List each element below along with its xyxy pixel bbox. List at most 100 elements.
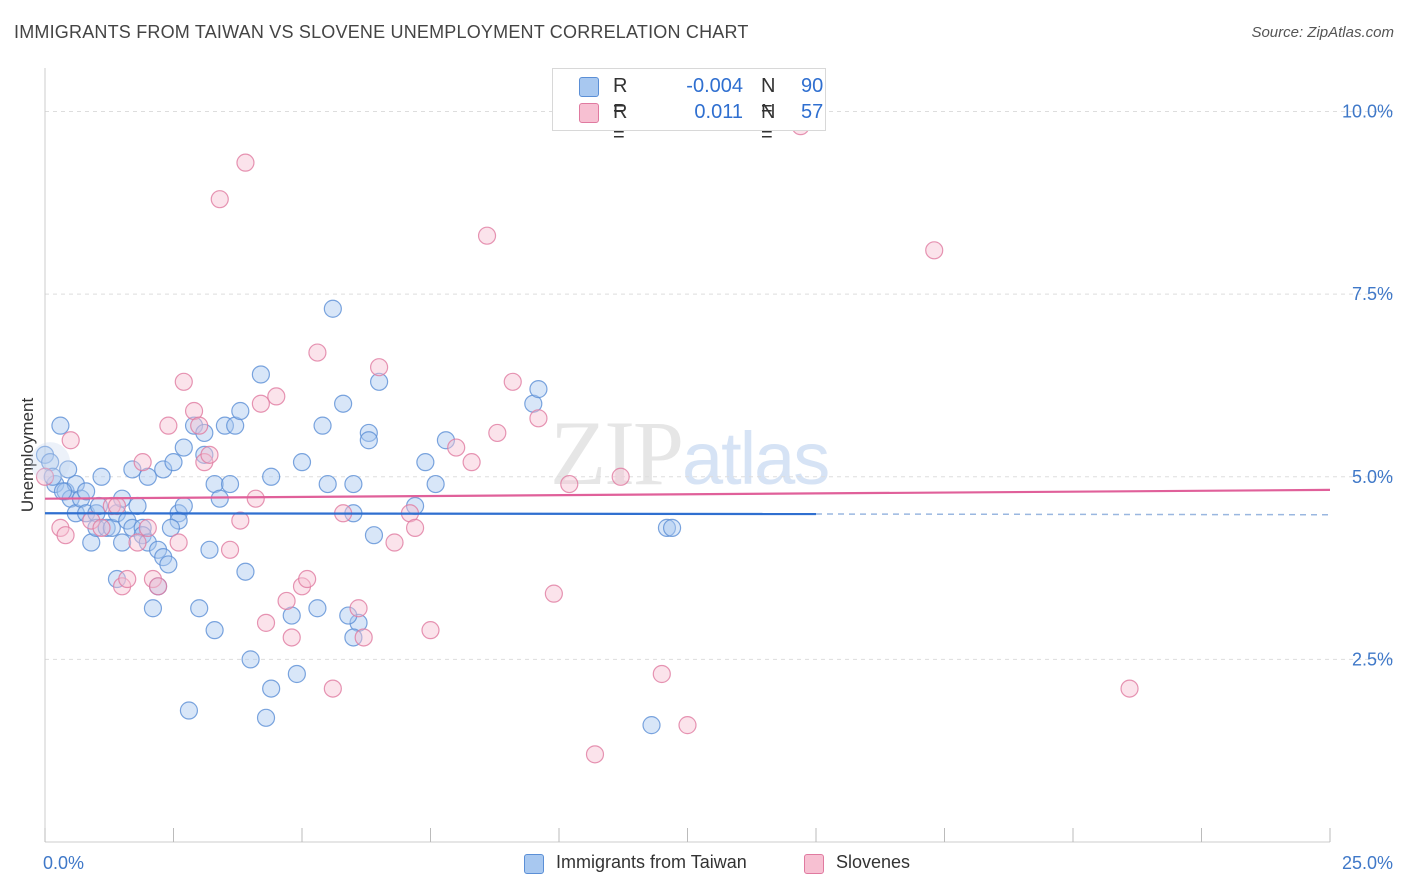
taiwan-point <box>174 496 193 516</box>
slovene-point <box>190 416 209 435</box>
legend-label-slovenes: Slovenes <box>836 852 911 872</box>
taiwan-point <box>359 423 378 443</box>
slovene-point <box>560 474 579 494</box>
slovene-point <box>107 496 127 516</box>
slovene-point <box>169 533 188 552</box>
legend-swatch-slovenes <box>804 854 824 874</box>
legend-r-value: 0.011 <box>694 101 743 123</box>
watermark-atlas: atlas <box>682 417 830 500</box>
slovene-point <box>256 613 276 632</box>
taiwan-point <box>262 467 281 486</box>
taiwan-point <box>662 518 682 537</box>
legend-n-label: N = <box>761 101 776 146</box>
taiwan-point <box>436 431 456 450</box>
taiwan-point <box>364 526 384 545</box>
correlation-legend: R = -0.004 N = 90 R = 0.011 N = 57 <box>552 68 826 146</box>
legend-label-taiwan: Immigrants from Taiwan <box>556 852 747 872</box>
taiwan-point <box>210 489 229 508</box>
legend-n-label: N = <box>761 75 776 120</box>
slovene-point <box>308 343 327 362</box>
taiwan-point <box>416 453 435 472</box>
slovene-point <box>354 628 373 647</box>
slovene-point <box>118 569 137 589</box>
taiwan-point <box>287 664 306 684</box>
taiwan-point <box>344 628 363 647</box>
taiwan-point <box>313 416 332 435</box>
taiwan-point <box>344 474 363 494</box>
slovene-point <box>56 526 75 545</box>
slovene-point <box>282 628 301 647</box>
taiwan-point <box>128 496 147 516</box>
taiwan-point <box>241 650 260 669</box>
slovene-point <box>267 387 286 406</box>
slovene-point <box>92 518 111 537</box>
taiwan-point <box>51 416 70 435</box>
legend-swatch-taiwan <box>524 854 544 874</box>
slovene-point <box>925 241 944 260</box>
taiwan-point <box>256 708 276 727</box>
slovene-point <box>246 489 265 508</box>
taiwan-point <box>642 716 661 735</box>
slovene-point <box>611 467 630 486</box>
taiwan-point <box>123 460 142 479</box>
slovene-point <box>405 518 425 537</box>
taiwan-point <box>46 474 65 494</box>
taiwan-point <box>318 474 337 494</box>
taiwan-point <box>370 372 389 391</box>
taiwan-point <box>190 599 209 618</box>
slovene-point <box>585 745 605 764</box>
slovene-point <box>277 591 296 611</box>
slovene-point <box>200 445 219 464</box>
taiwan-point <box>323 299 342 318</box>
taiwan-trend-line <box>44 512 817 516</box>
chart-title: IMMIGRANTS FROM TAIWAN VS SLOVENE UNEMPL… <box>14 22 749 42</box>
x-tick-label: 0.0% <box>43 853 84 873</box>
taiwan-point <box>657 518 677 537</box>
taiwan-point <box>236 562 255 581</box>
legend-n-value: 90 <box>801 75 824 97</box>
zipatlas-watermark: ZIPatlas <box>550 400 830 506</box>
taiwan-point <box>159 555 178 574</box>
taiwan-point <box>138 533 157 552</box>
slovene-point <box>544 584 563 603</box>
slovene-point <box>220 540 240 559</box>
slovene-point <box>159 416 178 435</box>
taiwan-cluster-point <box>30 442 71 483</box>
slovene-point <box>652 664 671 684</box>
taiwan-point <box>339 606 358 625</box>
legend-r-label: R = <box>613 101 628 146</box>
taiwan-point <box>43 467 62 486</box>
source-label: Source: ZipAtlas.com <box>1251 24 1394 41</box>
slovene-point <box>148 577 168 596</box>
taiwan-point <box>251 365 270 384</box>
slovene-point <box>503 372 522 391</box>
slovene-point <box>678 716 697 735</box>
y-tick-label: 7.5% <box>1352 284 1393 304</box>
slovene-point <box>1120 679 1139 698</box>
slovene-trend-line <box>44 488 1331 500</box>
taiwan-point <box>164 453 183 472</box>
taiwan-point <box>334 394 353 413</box>
slovene-point <box>35 467 55 486</box>
taiwan-point <box>97 518 116 537</box>
taiwan-point <box>77 482 96 501</box>
taiwan-point <box>59 460 78 479</box>
y-tick-label: 5.0% <box>1352 467 1393 487</box>
slovene-point <box>138 518 157 537</box>
taiwan-point <box>529 380 548 399</box>
slovene-point <box>61 431 80 450</box>
taiwan-point <box>112 533 132 552</box>
taiwan-point <box>220 474 240 494</box>
slovene-point <box>477 226 497 245</box>
legend-swatch-slovenes <box>579 103 599 123</box>
legend-r-label: R = <box>613 75 628 120</box>
taiwan-point <box>184 416 204 435</box>
slovene-point <box>488 423 507 443</box>
taiwan-point <box>154 460 173 479</box>
slovene-point <box>82 511 101 530</box>
taiwan-point <box>92 467 111 486</box>
taiwan-point <box>179 701 199 720</box>
taiwan-point <box>161 518 181 537</box>
slovene-point <box>251 394 270 413</box>
